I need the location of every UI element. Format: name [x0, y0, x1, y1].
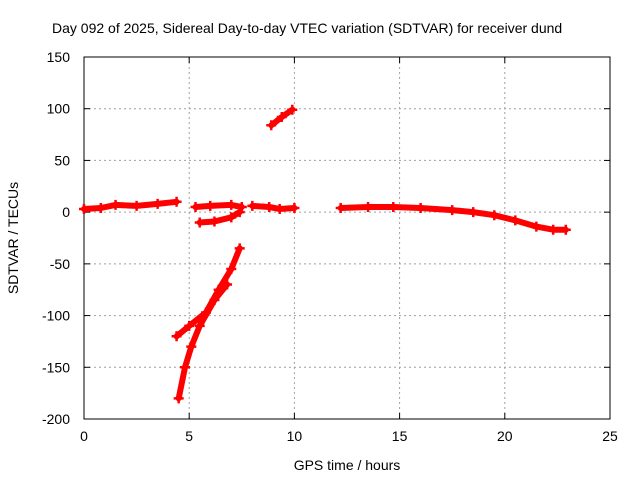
data-point — [171, 331, 182, 342]
series-line — [249, 202, 298, 212]
y-tick-label: 50 — [54, 152, 70, 168]
data-point — [264, 201, 275, 212]
grid — [84, 57, 610, 419]
data-point — [79, 204, 89, 215]
series-arc-2 — [190, 199, 247, 212]
series-line — [173, 245, 243, 340]
chart-title: Day 092 of 2025, Sidereal Day-to-day VTE… — [52, 20, 562, 36]
data-point — [560, 224, 571, 235]
data-point — [489, 210, 500, 221]
data-point — [226, 212, 237, 223]
data-point — [194, 320, 205, 331]
y-tick-label: -150 — [42, 359, 70, 375]
data-point — [548, 224, 559, 235]
data-point — [468, 207, 479, 218]
data-point — [184, 320, 195, 331]
data-point — [152, 198, 163, 209]
y-tick-label: 150 — [47, 49, 71, 65]
data-point — [226, 264, 237, 275]
data-point — [266, 120, 277, 131]
series-arc-1 — [79, 196, 182, 215]
data-point — [415, 203, 426, 214]
data-point — [209, 295, 220, 306]
data-point — [388, 201, 399, 212]
y-tick-label: 0 — [62, 204, 70, 220]
x-tick-label: 25 — [602, 428, 618, 444]
y-tick-label: -50 — [50, 256, 70, 272]
data-point — [222, 279, 233, 290]
data-point — [335, 203, 346, 214]
series-arc-7 — [266, 104, 298, 131]
data-point — [205, 200, 216, 211]
data-point — [171, 196, 182, 207]
data-point — [447, 205, 458, 216]
series-arc-5 — [171, 243, 245, 342]
data-point — [234, 243, 245, 254]
y-tick-label: 100 — [47, 101, 71, 117]
y-tick-label: -100 — [42, 308, 70, 324]
data-layer — [79, 104, 571, 404]
x-axis-label: GPS time / hours — [294, 457, 401, 473]
data-point — [289, 203, 300, 214]
data-point — [274, 204, 285, 215]
data-point — [190, 201, 201, 212]
data-point — [179, 362, 190, 373]
data-point — [131, 200, 142, 211]
data-point — [363, 201, 374, 212]
series-line — [175, 281, 231, 402]
x-tick-label: 5 — [185, 428, 193, 444]
data-point — [276, 111, 287, 122]
series-arc-6 — [173, 279, 233, 404]
y-axis-label: SDTVAR / TECUs — [5, 182, 21, 294]
plot-frame — [83, 56, 611, 420]
x-tick-label: 10 — [287, 428, 303, 444]
series-line — [192, 201, 245, 210]
axis-ticks: 0 5 10 15 20 25 150 100 50 0 -50 -100 -150 -200 — [42, 49, 618, 444]
data-point — [110, 199, 121, 210]
data-point — [186, 341, 197, 352]
data-point — [531, 221, 542, 232]
data-point — [173, 393, 184, 404]
data-point — [226, 199, 237, 210]
series-arc-4 — [247, 200, 300, 215]
data-point — [510, 215, 521, 226]
data-point — [287, 104, 298, 115]
data-point — [209, 216, 220, 227]
series-line — [196, 209, 243, 226]
y-tick-label: -200 — [42, 411, 70, 427]
series-arc-8 — [335, 201, 571, 235]
x-tick-label: 0 — [80, 428, 88, 444]
data-point — [95, 203, 106, 214]
series-arc-3 — [194, 207, 245, 228]
x-tick-label: 15 — [392, 428, 408, 444]
data-point — [234, 207, 245, 218]
data-point — [194, 217, 205, 228]
x-tick-label: 20 — [497, 428, 513, 444]
data-point — [247, 200, 258, 211]
